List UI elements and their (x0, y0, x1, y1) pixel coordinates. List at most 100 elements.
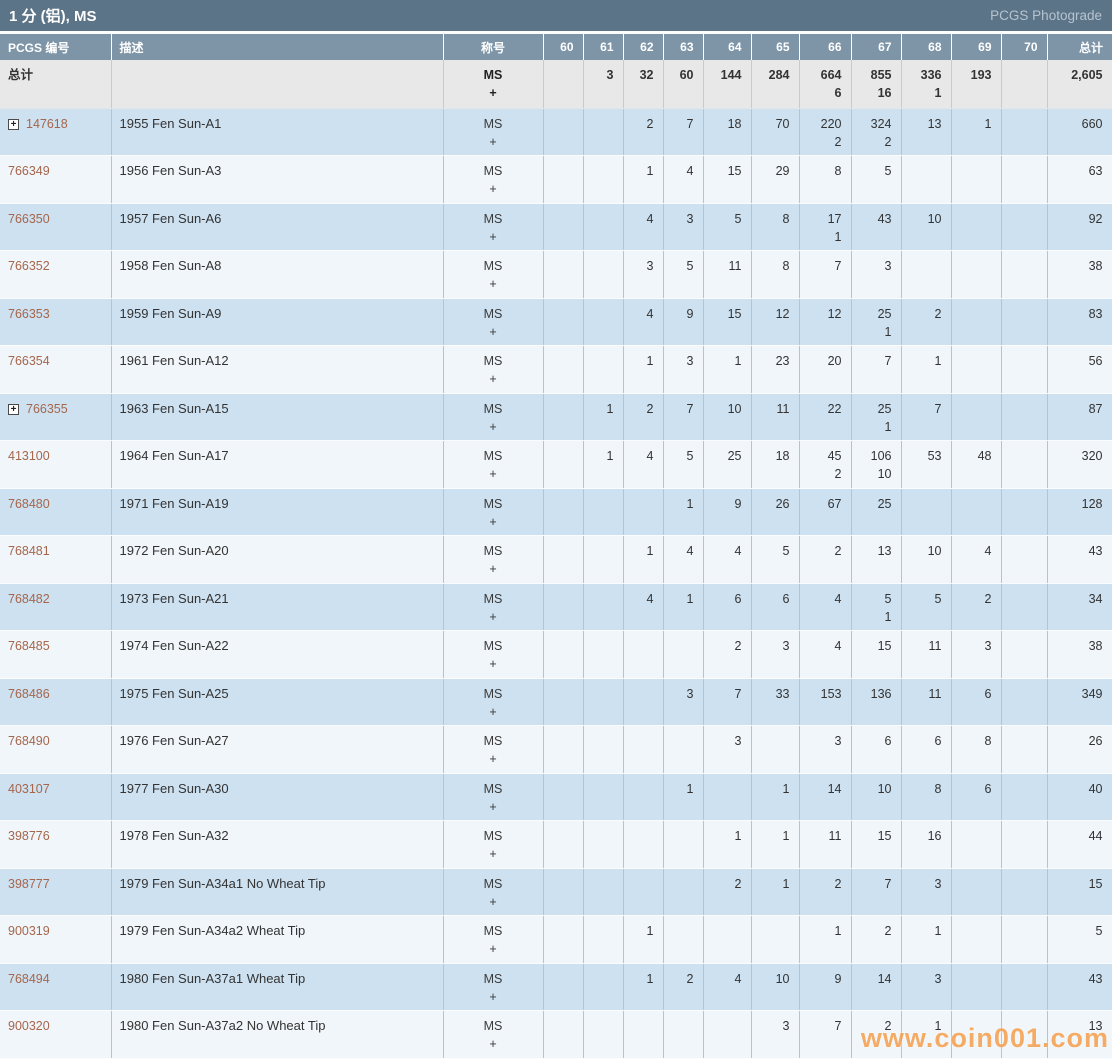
grade-count-plus (1002, 845, 1038, 863)
pcgs-number-link[interactable]: 768485 (8, 639, 50, 653)
grade-cell-70 (1001, 155, 1048, 204)
pcgs-number-link[interactable]: 768490 (8, 734, 50, 748)
grade-count-ms: 5 (686, 259, 694, 273)
grade-cell-63 (663, 725, 704, 774)
table-row: +147618 1955 Fen Sun-A1 MS +2 7 18 70 220 2 324 2 1… (0, 108, 1112, 156)
expand-plus-icon[interactable]: + (8, 118, 19, 130)
table-row: 900319 1979 Fen Sun-A34a2 Wheat Tip MS +1 1 2… (0, 915, 1112, 964)
grade-cell-67: 15 (851, 630, 902, 679)
designation-ms: MS (483, 116, 503, 131)
grade-count-plus (664, 1035, 694, 1053)
grade-cell-63 (663, 630, 704, 679)
grade-cell-68: 10 (901, 535, 952, 584)
grade-count-ms: 4 (646, 591, 654, 606)
grade-cell-65 (751, 725, 800, 774)
grade-count-plus: 1 (884, 419, 892, 434)
grade-count-ms (1002, 352, 1038, 370)
pcgs-number-link[interactable]: 766350 (8, 211, 50, 226)
grade-count-ms: 6 (884, 734, 892, 748)
grade-count-plus (902, 180, 942, 198)
grade-count-plus (1002, 798, 1038, 816)
grade-cell-64: 7 (703, 678, 752, 726)
grade-count-plus (704, 703, 742, 721)
grade-count-plus (544, 703, 574, 721)
grade-count-ms: 7 (686, 116, 694, 131)
designation-ms: MS (483, 259, 503, 273)
grade-count-ms: 1 (646, 924, 654, 938)
pcgs-cell: 768482 (0, 583, 112, 631)
grade-count-plus (584, 750, 614, 768)
grade-count-plus (624, 513, 654, 531)
pcgs-number-link[interactable]: 413100 (8, 449, 50, 463)
grade-cell-68: 1 (901, 915, 952, 964)
grade-count-plus (902, 655, 942, 673)
grade-cell-64: 25 (703, 440, 752, 489)
grade-count-ms (624, 732, 654, 750)
pcgs-number-link[interactable]: 766355 (26, 401, 68, 416)
grade-cell-70 (1001, 345, 1048, 394)
grade-cell-66: 17 1 (799, 203, 852, 251)
grade-cell-62 (623, 1010, 664, 1059)
grade-count-plus (584, 465, 614, 483)
grade-count-ms (544, 66, 574, 84)
pcgs-cell: 768485 (0, 630, 112, 679)
designation-cell: MS + (443, 678, 544, 726)
row-total-cell: 56 (1047, 345, 1112, 394)
grade-count-plus (852, 370, 892, 388)
pcgs-number-link[interactable]: 403107 (8, 781, 50, 796)
grade-count-ms: 3 (934, 971, 942, 986)
pcgs-number-link[interactable]: 768486 (8, 686, 50, 701)
grade-count-plus (800, 418, 842, 436)
grade-count-plus (704, 750, 742, 768)
designation-cell: MS + (443, 868, 544, 916)
grade-count-ms (752, 922, 790, 940)
grade-count-ms: 10 (877, 781, 892, 796)
grade-cell-69 (951, 915, 1002, 964)
grade-cell-68 (901, 488, 952, 536)
expand-plus-icon[interactable]: + (8, 403, 19, 415)
grade-cell-70 (1001, 60, 1048, 109)
grade-count-plus (704, 560, 742, 578)
pcgs-number-link[interactable]: 768494 (8, 971, 50, 986)
grade-count-ms (624, 685, 654, 703)
grade-count-ms: 14 (827, 781, 842, 796)
grade-cell-60 (543, 155, 584, 204)
pcgs-number-link[interactable]: 768480 (8, 496, 50, 511)
pcgs-number-link[interactable]: 766354 (8, 354, 50, 368)
designation-cell: MS + (443, 725, 544, 774)
pcgs-number-link[interactable]: 766353 (8, 306, 50, 321)
pcgs-number-link[interactable]: 766349 (8, 164, 50, 178)
column-header-total: 总计 (1047, 34, 1112, 60)
row-total-cell: 26 (1047, 725, 1112, 774)
grade-count-ms (1002, 1017, 1038, 1035)
grade-count-plus (624, 370, 654, 388)
grade-count-plus: 2 (834, 134, 842, 149)
grade-cell-61 (583, 345, 624, 394)
photograde-link[interactable]: PCGS Photograde (990, 8, 1102, 23)
grade-count-plus (664, 180, 694, 198)
grade-count-ms (952, 210, 992, 228)
grade-count-ms (1002, 447, 1038, 465)
pcgs-number-link[interactable]: 900319 (8, 924, 50, 938)
grade-cell-66: 7 (799, 250, 852, 299)
grade-count-ms: 11 (928, 686, 942, 701)
pcgs-number-link[interactable]: 900320 (8, 1019, 50, 1033)
grade-count-ms (544, 115, 574, 133)
pcgs-number-link[interactable]: 768481 (8, 544, 50, 558)
grade-count-ms (664, 637, 694, 655)
grade-cell-66: 664 6 (799, 60, 852, 109)
pcgs-number-link[interactable]: 766352 (8, 259, 50, 273)
grade-cell-63: 9 (663, 298, 704, 346)
pcgs-number-link[interactable]: 398776 (8, 829, 50, 843)
pcgs-number-link[interactable]: 768482 (8, 591, 50, 606)
grade-count-ms (1002, 66, 1038, 84)
grade-cell-60 (543, 488, 584, 536)
grade-count-plus (752, 465, 790, 483)
pcgs-number-link[interactable]: 147618 (26, 116, 68, 131)
pcgs-number-link[interactable]: 398777 (8, 876, 50, 891)
grade-count-ms: 8 (782, 259, 790, 273)
grade-cell-66: 4 (799, 583, 852, 631)
grade-count-ms: 25 (877, 306, 892, 321)
